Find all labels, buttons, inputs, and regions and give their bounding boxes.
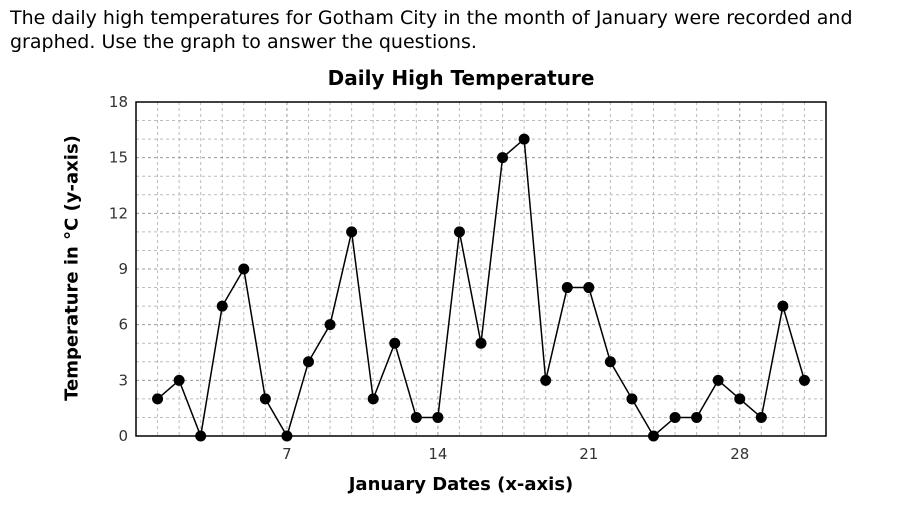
x-tick-label: 28 xyxy=(730,445,749,463)
data-point xyxy=(453,226,465,238)
data-point xyxy=(497,152,509,164)
chart-title: Daily High Temperature xyxy=(327,66,595,90)
data-point xyxy=(475,337,487,349)
intro-line-1: The daily high temperatures for Gotham C… xyxy=(10,7,853,29)
data-point xyxy=(518,133,530,145)
data-point xyxy=(281,430,293,442)
y-tick-label: 12 xyxy=(109,204,128,222)
data-point xyxy=(734,393,746,405)
y-tick-label: 15 xyxy=(109,149,128,167)
intro-text: The daily high temperatures for Gotham C… xyxy=(10,6,910,54)
x-tick-label: 7 xyxy=(282,445,292,463)
y-tick-label: 18 xyxy=(109,93,128,111)
data-point xyxy=(432,411,444,423)
x-axis-label: January Dates (x-axis) xyxy=(348,474,574,495)
y-tick-label: 3 xyxy=(118,371,128,389)
data-point xyxy=(216,300,228,312)
x-tick-label: 21 xyxy=(579,445,598,463)
data-point xyxy=(410,411,422,423)
data-point xyxy=(798,374,810,386)
data-points xyxy=(152,133,810,442)
data-point xyxy=(583,282,595,294)
data-point xyxy=(367,393,379,405)
data-point xyxy=(389,337,401,349)
intro-line-2: graphed. Use the graph to answer the que… xyxy=(10,31,477,53)
data-point xyxy=(691,411,703,423)
grid-lines xyxy=(136,102,826,436)
data-point xyxy=(712,374,724,386)
data-point xyxy=(173,374,185,386)
data-point xyxy=(324,319,336,331)
data-point xyxy=(303,356,314,368)
data-point xyxy=(669,411,681,423)
data-point xyxy=(604,356,616,368)
y-tick-label: 6 xyxy=(118,316,128,334)
y-tick-label: 0 xyxy=(118,427,128,445)
data-point xyxy=(259,393,271,405)
data-point xyxy=(195,430,207,442)
y-axis-label: Temperature in °C (y-axis) xyxy=(61,135,83,401)
data-point xyxy=(238,263,250,275)
x-tick-label: 14 xyxy=(428,445,447,463)
data-point xyxy=(540,374,552,386)
tick-labels: 0 3 6 9 12 15 18 7 14 21 28 xyxy=(109,93,749,463)
data-point xyxy=(777,300,789,312)
data-point xyxy=(561,282,573,294)
plot-frame xyxy=(135,101,827,437)
plot-border xyxy=(135,101,827,437)
data-point xyxy=(626,393,638,405)
data-point xyxy=(755,411,767,423)
data-point xyxy=(648,430,659,442)
data-point xyxy=(346,226,358,238)
y-tick-label: 9 xyxy=(118,260,128,278)
data-point xyxy=(152,393,164,405)
